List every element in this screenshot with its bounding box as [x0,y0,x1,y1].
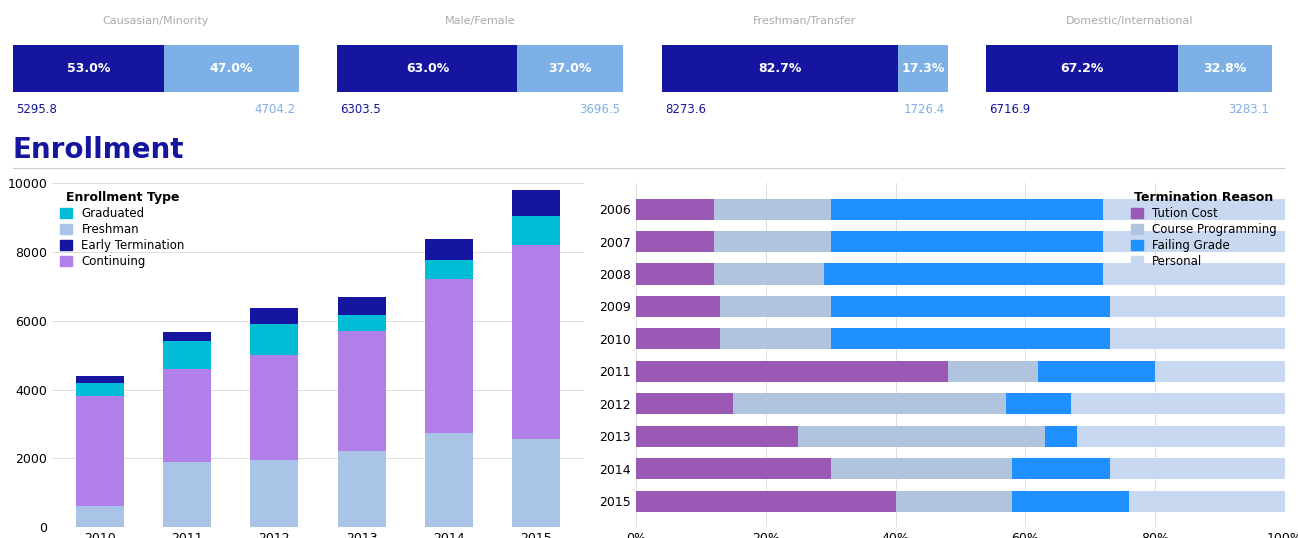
Bar [831,458,1012,479]
Bar [251,355,299,460]
Bar [1006,393,1071,414]
Bar [714,199,831,220]
Bar [164,462,212,527]
Bar [13,45,165,92]
Text: 5295.8: 5295.8 [16,103,57,116]
Bar [948,361,1038,382]
Legend: Graduated, Freshman, Early Termination, Continuing: Graduated, Freshman, Early Termination, … [58,189,187,271]
Bar [636,361,948,382]
Text: 63.0%: 63.0% [406,62,449,75]
Bar [337,331,386,451]
Text: 17.3%: 17.3% [901,62,945,75]
Bar [636,426,798,447]
Bar [1110,296,1285,317]
Text: 82.7%: 82.7% [758,62,802,75]
Bar [337,45,518,92]
Bar [636,199,714,220]
Text: 37.0%: 37.0% [549,62,592,75]
Bar [831,328,1110,349]
Bar [511,190,559,216]
Bar [1179,45,1272,92]
Bar [77,506,125,527]
Text: 1726.4: 1726.4 [903,103,945,116]
Bar [164,331,212,341]
Bar [1038,361,1155,382]
Bar [511,216,559,245]
Text: 3283.1: 3283.1 [1228,103,1269,116]
Text: 32.8%: 32.8% [1203,62,1247,75]
Bar [424,433,472,527]
Bar [165,45,299,92]
Text: 47.0%: 47.0% [210,62,253,75]
Bar [662,45,898,92]
Bar [733,393,1006,414]
Bar [1155,361,1285,382]
Bar [164,341,212,369]
Bar [1103,199,1285,220]
Bar [1103,264,1285,285]
Text: Male/Female: Male/Female [445,17,515,26]
Bar [636,296,720,317]
Bar [831,231,1103,252]
Bar [636,231,714,252]
Bar [511,245,559,440]
Bar [636,458,831,479]
Bar [898,45,948,92]
Text: 3696.5: 3696.5 [579,103,620,116]
Bar [636,491,896,512]
Text: Freshman/Transfer: Freshman/Transfer [753,17,857,26]
Text: 4704.2: 4704.2 [254,103,296,116]
Bar [1129,491,1285,512]
Text: Causasian/Minority: Causasian/Minority [103,17,209,26]
Text: 67.2%: 67.2% [1060,62,1105,75]
Bar [164,369,212,462]
Bar [424,239,472,260]
Bar [424,260,472,279]
Bar [798,426,1045,447]
Bar [1071,393,1285,414]
Bar [896,491,1012,512]
Bar [1012,491,1129,512]
Bar [77,396,125,506]
Bar [831,199,1103,220]
Bar [1110,328,1285,349]
Bar [1012,458,1110,479]
Text: 53.0%: 53.0% [67,62,110,75]
Bar [720,328,831,349]
Bar [636,328,720,349]
Bar [77,383,125,396]
Bar [337,296,386,315]
Bar [1110,458,1285,479]
Bar [831,296,1110,317]
Bar [714,264,824,285]
Bar [337,315,386,331]
Bar [636,264,714,285]
Legend: Tution Cost, Course Programming, Failing Grade, Personal: Tution Cost, Course Programming, Failing… [1128,189,1279,271]
Bar [511,440,559,527]
Bar [1103,231,1285,252]
Bar [518,45,623,92]
Bar [824,264,1103,285]
Bar [251,308,299,324]
Bar [251,324,299,355]
Bar [77,377,125,383]
Bar [720,296,831,317]
Text: Domestic/International: Domestic/International [1066,17,1193,26]
Bar [636,393,733,414]
Text: Enrollment: Enrollment [13,136,184,164]
Bar [337,451,386,527]
Text: 8273.6: 8273.6 [665,103,706,116]
Bar [251,460,299,527]
Text: 6716.9: 6716.9 [989,103,1031,116]
Text: 6303.5: 6303.5 [340,103,382,116]
Bar [714,231,831,252]
Bar [1077,426,1285,447]
Bar [986,45,1179,92]
Bar [424,279,472,433]
Bar [1045,426,1077,447]
